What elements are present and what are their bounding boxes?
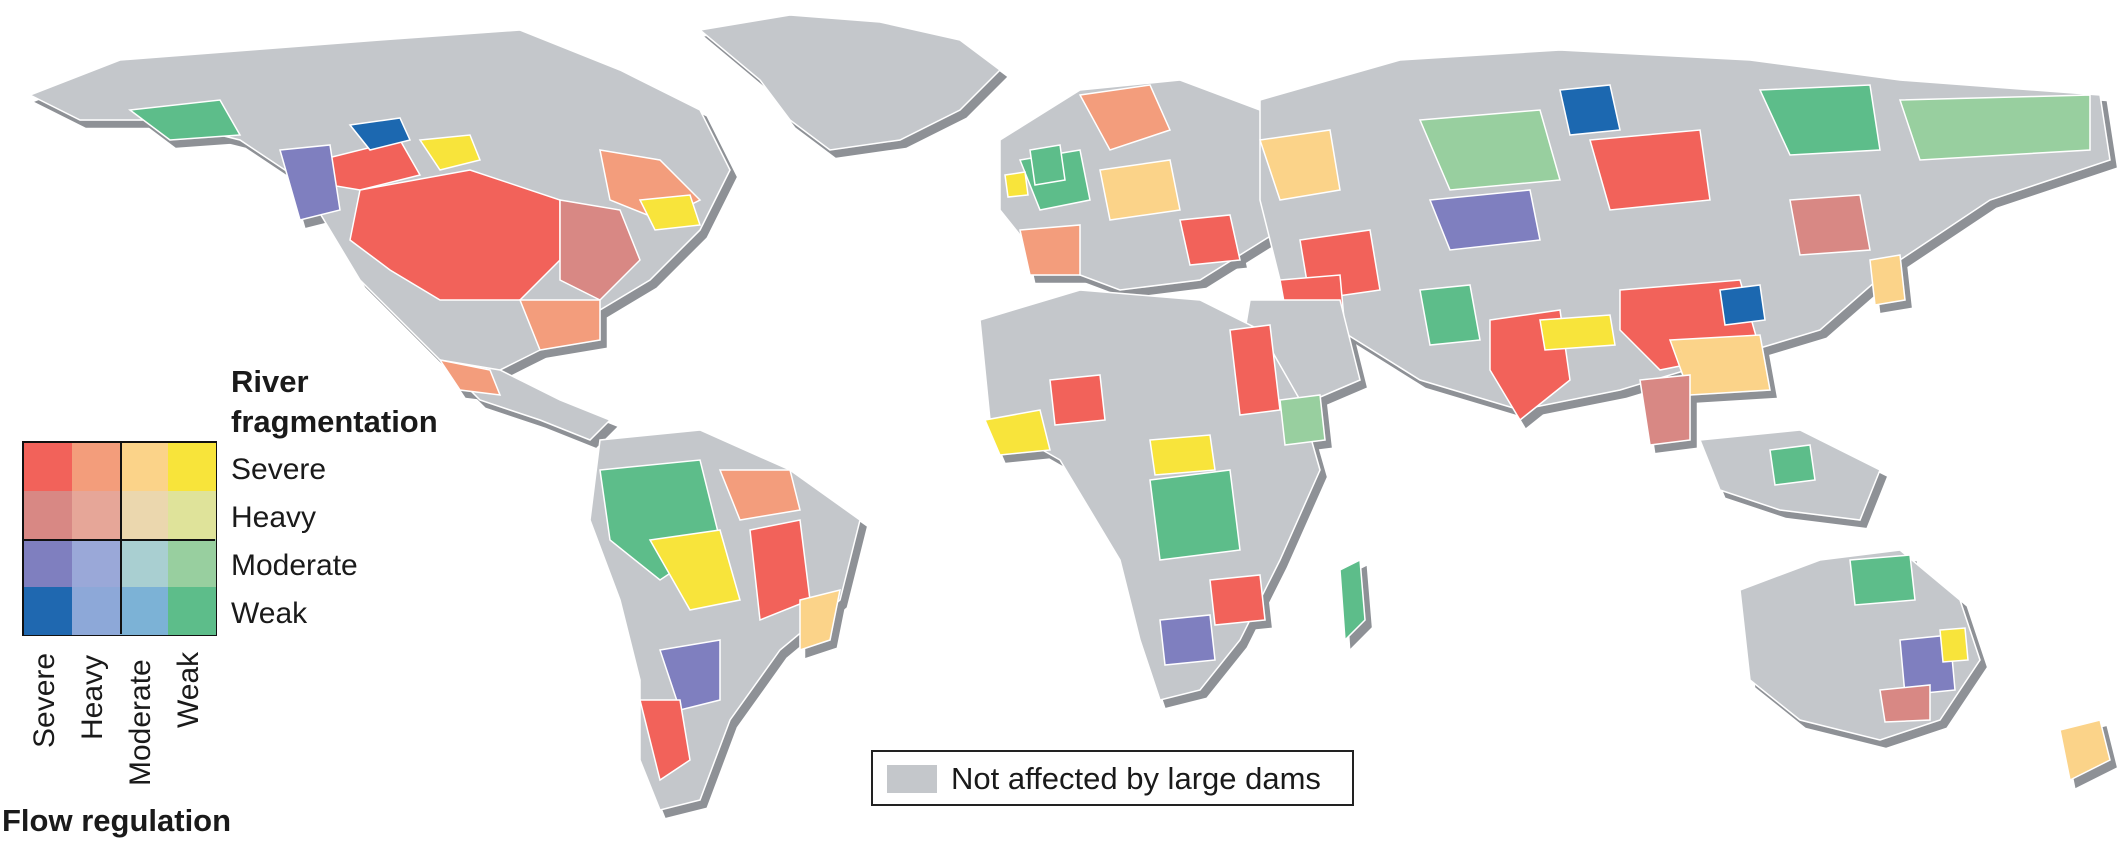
not-affected-swatch [887,765,937,793]
as-region-angara [1559,84,1621,136]
as-region-amur [1789,194,1871,256]
na-region-quebec [418,134,482,171]
flow-label-weak: Weak [172,651,205,728]
legend-title-line1: River [231,364,309,399]
legend-cell-severe-severe [24,443,72,491]
legend-grid-divider-vertical [120,443,122,634]
na-region-gaspe [638,194,702,231]
legend-cell-weak-weak [168,587,216,635]
flow-label-severe: Severe [28,652,61,748]
as-region-lena [1758,84,1881,156]
af-region-orange [1159,614,1216,666]
af-region-lake-chad [1149,434,1216,476]
sa-region-patagonia [639,699,691,782]
flow-regulation-title: Flow regulation [2,803,232,838]
eu-region-scandinavia [1078,84,1172,151]
na-region-yukon [128,99,242,141]
legend-cell-heavy-heavy [72,491,120,539]
af-region-congo [1149,469,1241,561]
as-region-kolyma [1898,94,2091,161]
se-asia-region [1769,444,1816,486]
not-affected-label: Not affected by large dams [951,761,1321,796]
eu-region-central [1099,159,1181,221]
legend-cell-moderate-severe [24,539,72,587]
legend-cell-heavy-moderate [120,491,168,539]
as-region-central [1428,189,1541,251]
new-zealand-landmass [2059,719,2111,782]
legend-cell-severe-moderate [120,443,168,491]
as-region-japan [1869,254,1906,306]
as-region-ganges [1539,314,1616,351]
fragmentation-label-moderate: Moderate [231,549,358,582]
af-region-zambezi [1209,574,1266,626]
legend-color-grid [22,441,217,636]
na-region-southeast [518,299,601,351]
au-region-queensland [1939,627,1969,663]
flow-label-moderate: Moderate [124,659,157,786]
legend-cell-severe-heavy [72,443,120,491]
legend-cell-weak-heavy [72,587,120,635]
not-affected-legend: Not affected by large dams [871,750,1354,806]
ca-region-mexico [438,358,502,396]
sa-region-parana [648,529,741,611]
legend-cell-moderate-weak [168,539,216,587]
legend-title: River fragmentation [231,362,438,442]
as-region-ob [1418,109,1561,191]
na-region-east [559,199,641,301]
legend-cell-moderate-heavy [72,539,120,587]
af-region-nile [1229,324,1281,416]
legend-grid-divider-horizontal [24,539,215,541]
fragmentation-label-heavy: Heavy [231,501,317,534]
as-region-mekong [1639,374,1691,446]
na-region-hudson [348,117,412,151]
as-region-yellow [1719,284,1766,326]
as-region-volga [1259,129,1341,201]
eu-region-balkans [1179,214,1241,266]
legend-cell-heavy-weak [168,491,216,539]
au-region-southeast [1879,684,1931,723]
legend-cell-severe-weak [168,443,216,491]
greenland-landmass [698,14,1002,151]
af-region-sahara-west [1049,374,1106,426]
legend-cell-weak-moderate [120,587,168,635]
af-region-niger [983,409,1051,456]
madagascar-landmass [1339,558,1366,642]
fragmentation-label-severe: Severe [231,453,327,486]
flow-label-heavy: Heavy [76,654,109,740]
na-region-bc [279,144,341,221]
as-region-indus [1419,284,1481,346]
fragmentation-label-weak: Weak [231,597,308,630]
eu-region-ireland [1004,171,1029,198]
as-region-yenisei [1589,129,1711,211]
sa-region-east [799,588,841,652]
sa-region-south [659,639,721,711]
af-region-ethiopia [1279,394,1326,446]
au-region-north [1849,554,1916,606]
legend-cell-weak-severe [24,587,72,635]
eu-region-uk [1029,144,1066,186]
legend-cell-heavy-severe [24,491,72,539]
legend-cell-moderate-moderate [120,539,168,587]
legend-title-line2: fragmentation [231,404,438,439]
sa-region-orinoco [718,469,801,521]
eu-region-iberia [1019,224,1081,276]
